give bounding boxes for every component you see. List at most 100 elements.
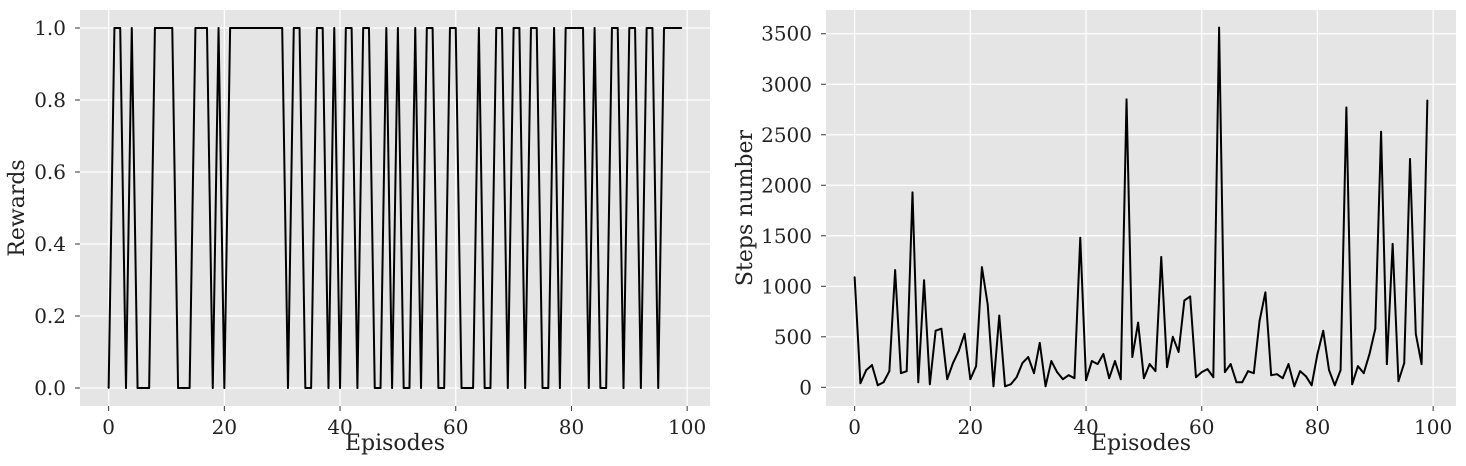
data-point xyxy=(142,387,145,389)
data-point xyxy=(859,382,862,385)
data-point xyxy=(206,27,208,29)
data-point xyxy=(1166,366,1168,369)
data-point xyxy=(1374,327,1377,330)
data-point xyxy=(425,27,428,29)
data-point xyxy=(530,27,532,29)
data-point xyxy=(1015,376,1018,379)
data-point xyxy=(1004,385,1006,388)
data-point xyxy=(240,27,243,29)
data-point xyxy=(402,387,405,389)
data-point xyxy=(1062,378,1064,381)
data-point xyxy=(200,27,203,29)
data-point xyxy=(1160,256,1163,258)
data-point xyxy=(1333,384,1336,387)
x-tick-label: 20 xyxy=(958,415,983,439)
data-point xyxy=(593,27,596,29)
data-point xyxy=(634,27,636,29)
data-point xyxy=(917,381,920,384)
data-point xyxy=(1073,377,1076,380)
data-point xyxy=(1189,295,1192,298)
data-point xyxy=(599,387,602,389)
data-point xyxy=(154,27,156,29)
data-point xyxy=(657,387,660,389)
data-point xyxy=(229,27,232,29)
data-point xyxy=(1212,376,1215,379)
data-point xyxy=(535,27,538,29)
data-point xyxy=(368,27,370,29)
data-point xyxy=(645,27,648,29)
x-tick-label: 0 xyxy=(102,415,115,439)
data-point xyxy=(165,27,168,29)
data-point xyxy=(431,27,434,29)
data-point xyxy=(1345,106,1348,109)
data-point xyxy=(1131,356,1134,358)
data-point xyxy=(1247,370,1249,373)
x-tick-label: 60 xyxy=(1189,415,1214,439)
data-point xyxy=(1218,26,1220,29)
data-point xyxy=(1183,299,1186,302)
data-point xyxy=(1079,236,1082,239)
data-point xyxy=(1391,242,1394,245)
data-point xyxy=(865,369,868,372)
data-point xyxy=(1328,369,1330,372)
data-point xyxy=(1357,365,1359,367)
data-point xyxy=(292,27,295,29)
data-point xyxy=(362,27,365,29)
x-tick-label: 20 xyxy=(212,415,237,439)
data-point xyxy=(1021,362,1024,364)
data-point xyxy=(281,27,284,29)
data-point xyxy=(905,370,908,373)
y-tick-label: 3500 xyxy=(761,22,812,46)
data-point xyxy=(1258,319,1261,322)
data-point xyxy=(1270,374,1273,377)
data-point xyxy=(876,384,879,387)
x-axis-label: Episodes xyxy=(345,431,445,456)
data-point xyxy=(1385,363,1388,365)
data-point xyxy=(1299,370,1301,373)
data-point xyxy=(882,381,885,384)
data-point xyxy=(1177,351,1180,353)
data-point xyxy=(570,27,573,29)
data-point xyxy=(1200,371,1203,374)
data-point xyxy=(437,387,440,389)
x-tick-label: 0 xyxy=(848,415,861,439)
data-point xyxy=(853,276,856,279)
data-point xyxy=(1044,385,1047,388)
data-point xyxy=(344,27,347,29)
data-point xyxy=(547,387,550,389)
data-point xyxy=(663,27,665,29)
data-point xyxy=(495,27,498,29)
data-point xyxy=(1322,329,1325,332)
data-point xyxy=(217,27,220,29)
data-point xyxy=(1206,368,1209,371)
data-point xyxy=(1171,335,1174,338)
data-point xyxy=(235,27,237,29)
data-point xyxy=(1276,373,1278,376)
data-point xyxy=(651,27,654,29)
y-axis-label: Steps number xyxy=(733,129,758,286)
data-point xyxy=(489,387,492,389)
data-point xyxy=(576,27,579,29)
data-point xyxy=(188,387,191,389)
data-point xyxy=(674,27,677,29)
data-point xyxy=(1264,291,1267,294)
data-point xyxy=(223,387,226,389)
data-point xyxy=(628,27,631,29)
data-point xyxy=(177,387,179,389)
data-point xyxy=(1125,98,1128,101)
data-point xyxy=(246,27,249,29)
data-point xyxy=(1090,360,1093,362)
data-point xyxy=(1148,363,1151,365)
data-point xyxy=(1114,360,1116,362)
y-tick-label: 1500 xyxy=(761,224,812,248)
data-point xyxy=(611,27,613,29)
data-point xyxy=(1154,370,1157,373)
data-point xyxy=(396,27,399,29)
y-tick-label: 3000 xyxy=(761,72,812,96)
data-point xyxy=(1339,369,1342,372)
data-point xyxy=(1351,383,1354,386)
data-point xyxy=(1223,371,1226,374)
y-tick-label: 0.2 xyxy=(34,304,66,328)
data-point xyxy=(998,314,1001,317)
